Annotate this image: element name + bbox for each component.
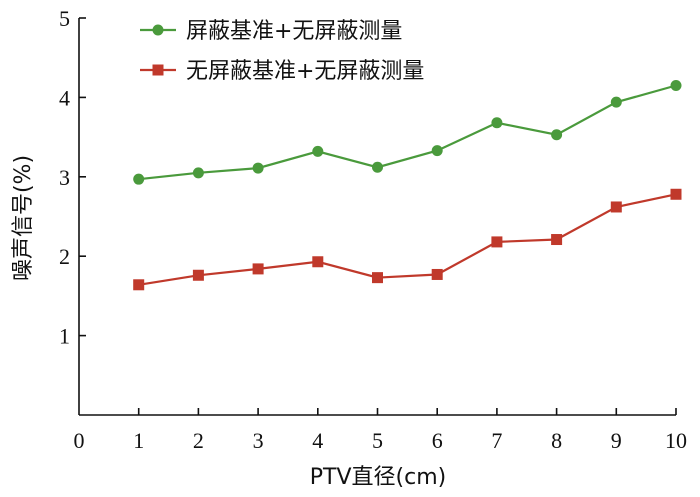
series-2-point [670,188,682,200]
series-1-point [192,167,204,179]
series-2-point [551,234,563,246]
ticks: 0 1 2 3 4 5 6 7 8 9 10 1 2 3 4 5 [59,6,687,453]
series-1-point [491,117,503,129]
legend-label-2: 无屏蔽基准+无屏蔽测量 [186,59,424,84]
series-2-point [192,269,204,281]
x-tick-label: 0 [74,428,85,453]
series-1-point [670,79,682,91]
x-tick-label: 10 [665,428,687,453]
series-1-point [312,145,324,157]
series-lines [138,84,677,286]
legend-marker-1 [152,24,164,36]
y-tick-label: 5 [59,6,70,31]
series-1-point [252,162,264,174]
series-2-line [138,193,677,286]
series-2-point [610,201,622,213]
series-1-point [133,173,145,185]
x-tick-label: 6 [432,428,443,453]
x-tick-label: 2 [193,428,204,453]
y-tick-label: 4 [59,85,70,110]
x-axis-title: PTV直径(cm) [310,465,446,490]
series-2-point [312,256,324,268]
legend-label-1: 屏蔽基准+无屏蔽测量 [186,19,402,44]
x-tick-label: 5 [372,428,383,453]
y-tick-label: 2 [59,244,70,269]
y-axis-title: 噪声信号(%) [11,155,36,281]
x-tick-label: 4 [312,428,323,453]
x-tick-label: 3 [253,428,264,453]
x-tick-label: 7 [491,428,502,453]
series-2-point [252,263,264,275]
series-markers [133,79,682,291]
series-2-point [431,268,443,280]
series-2-point [372,272,383,284]
series-1-line [138,84,677,181]
x-tick-label: 1 [133,428,144,453]
y-tick-label: 3 [59,165,70,190]
series-1-point [610,96,622,108]
x-tick-label: 9 [611,428,622,453]
series-1-point [551,129,563,141]
y-tick-label: 1 [59,324,70,349]
x-tick-label: 8 [551,428,562,453]
series-1-point [431,145,443,157]
series-2-point [491,236,503,248]
legend-marker-2 [152,64,164,76]
series-2-point [133,279,145,291]
series-1-point [372,161,383,173]
